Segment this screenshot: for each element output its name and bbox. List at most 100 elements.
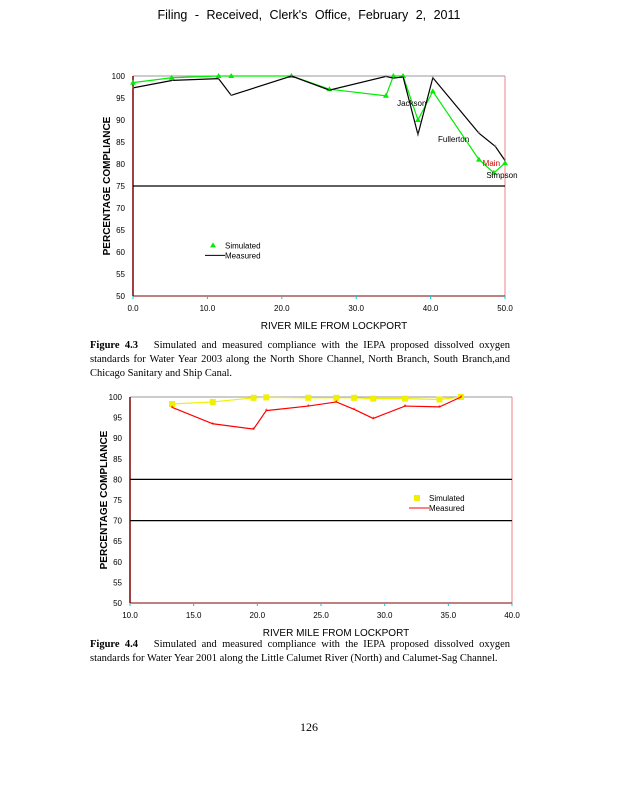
data-point: * xyxy=(335,400,338,407)
data-point: * xyxy=(460,395,463,402)
y-tick-label: 95 xyxy=(113,414,122,423)
data-point xyxy=(490,169,497,175)
x-tick-label: 35.0 xyxy=(441,611,457,620)
data-point xyxy=(382,92,389,98)
data-point: * xyxy=(431,76,434,83)
figure-4-3-caption: Figure 4.3 Simulated and measured compli… xyxy=(90,339,510,381)
data-point: * xyxy=(353,407,356,414)
data-point xyxy=(130,79,136,85)
figure-4-4-caption: Figure 4.4 Simulated and measured compli… xyxy=(90,638,510,666)
data-point xyxy=(370,395,377,402)
data-point: * xyxy=(478,131,481,138)
series-line-measured xyxy=(171,396,462,430)
data-point xyxy=(215,73,222,78)
filing-header: Filing - Received, Clerk's Office, Febru… xyxy=(157,8,461,22)
y-tick-label: 65 xyxy=(116,226,125,235)
annotation-label: Simpson xyxy=(486,171,517,180)
data-point xyxy=(250,394,257,401)
y-axis-label: PERCENTAGE COMPLIANCE xyxy=(99,430,110,569)
data-point xyxy=(351,394,358,401)
y-tick-label: 85 xyxy=(113,455,122,464)
legend-simulated-marker xyxy=(210,242,216,248)
data-point: * xyxy=(307,404,310,411)
data-point: * xyxy=(402,75,405,82)
y-tick-label: 80 xyxy=(116,160,125,169)
y-tick-label: 95 xyxy=(116,94,125,103)
x-tick-label: 40.0 xyxy=(504,611,520,620)
chart-figure-4-4: 50 55 60 65 70 75 80 85 90 95 100 10.0 15.0 20.0 25.0 3… xyxy=(99,393,520,639)
chart-figure-4-3: 50 55 60 65 70 75 80 85 90 95 100 0.0 10.0 20.0 30.0 40… xyxy=(102,72,518,332)
legend-simulated-label: Simulated xyxy=(225,241,261,250)
data-point: * xyxy=(211,422,214,429)
y-tick-label: 50 xyxy=(113,599,122,608)
x-tick-label: 50.0 xyxy=(497,304,513,313)
data-point: * xyxy=(404,404,407,411)
x-tick-label: 40.0 xyxy=(423,304,439,313)
x-tick-label: 20.0 xyxy=(274,304,290,313)
data-point: * xyxy=(328,88,331,95)
data-point: * xyxy=(438,405,441,412)
y-tick-label: 100 xyxy=(109,393,123,402)
data-point xyxy=(168,74,175,80)
data-point xyxy=(169,401,176,408)
data-point: * xyxy=(230,93,233,100)
data-point xyxy=(436,396,443,403)
legend-measured-label: Measured xyxy=(429,504,465,513)
y-tick-label: 60 xyxy=(116,248,125,257)
x-axis-label: RIVER MILE FROM LOCKPORT xyxy=(261,321,408,332)
y-tick-label: 90 xyxy=(113,434,122,443)
y-tick-label: 55 xyxy=(116,270,125,279)
page-number: 126 xyxy=(300,720,318,734)
data-point: * xyxy=(217,77,220,84)
x-axis-label: RIVER MILE FROM LOCKPORT xyxy=(263,628,410,639)
data-point: * xyxy=(290,74,293,81)
x-tick-label: 25.0 xyxy=(313,611,329,620)
data-point xyxy=(305,394,312,401)
x-tick-label: 30.0 xyxy=(377,611,393,620)
figure-label: Figure 4.4 xyxy=(90,639,138,650)
data-point xyxy=(333,394,340,401)
y-tick-label: 60 xyxy=(113,558,122,567)
data-point: * xyxy=(385,74,388,81)
y-tick-label: 65 xyxy=(113,537,122,546)
data-point xyxy=(475,156,482,162)
caption-text: Simulated and measured compliance with t… xyxy=(90,340,510,379)
data-point: * xyxy=(504,158,507,165)
x-tick-label: 10.0 xyxy=(122,611,138,620)
x-tick-label: 30.0 xyxy=(348,304,364,313)
data-point xyxy=(429,88,436,94)
data-point: * xyxy=(171,405,174,412)
annotation-label: Fullerton xyxy=(438,135,469,144)
data-point: * xyxy=(265,409,268,416)
x-tick-label: 20.0 xyxy=(250,611,266,620)
legend-simulated-label: Simulated xyxy=(429,494,465,503)
legend-simulated-marker xyxy=(414,494,420,501)
data-point xyxy=(263,394,270,401)
y-tick-label: 90 xyxy=(116,116,125,125)
caption-text: Simulated and measured compliance with t… xyxy=(90,639,510,664)
y-tick-label: 85 xyxy=(116,138,125,147)
annotation-label: Main xyxy=(483,159,500,168)
series-line-measured xyxy=(132,75,506,161)
data-point xyxy=(414,117,421,122)
y-tick-label: 75 xyxy=(116,182,125,191)
y-axis-label: PERCENTAGE COMPLIANCE xyxy=(102,116,113,255)
data-point: * xyxy=(171,78,174,85)
data-point: * xyxy=(392,76,395,83)
y-tick-label: 70 xyxy=(116,204,125,213)
data-point xyxy=(228,73,235,78)
y-tick-label: 50 xyxy=(116,292,125,301)
data-point: * xyxy=(132,86,135,93)
x-tick-label: 0.0 xyxy=(127,304,139,313)
data-point: * xyxy=(372,416,375,423)
y-tick-label: 70 xyxy=(113,517,122,526)
annotation-label: Jackson xyxy=(397,99,426,108)
x-tick-label: 15.0 xyxy=(186,611,202,620)
data-point: * xyxy=(417,133,420,140)
x-tick-label: 10.0 xyxy=(200,304,216,313)
y-tick-label: 75 xyxy=(113,496,122,505)
data-point: * xyxy=(494,144,497,151)
data-point: * xyxy=(252,427,255,434)
y-tick-label: 55 xyxy=(113,578,122,587)
